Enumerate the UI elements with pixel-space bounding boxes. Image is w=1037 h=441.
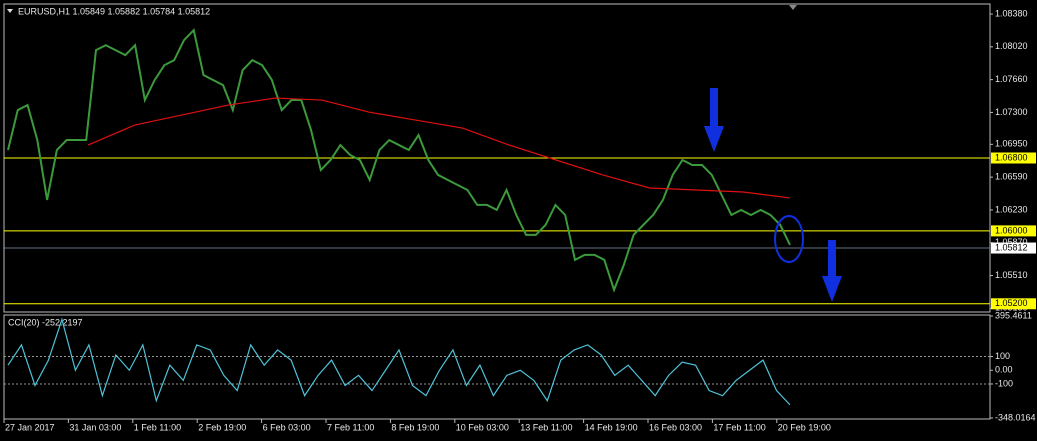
- cci-title: CCI(20) -252.2197: [8, 317, 83, 327]
- level-label: 1.06000: [995, 225, 1028, 235]
- menu-triangle: [7, 9, 13, 13]
- x-tick-label: 8 Feb 19:00: [391, 422, 439, 432]
- x-tick-label: 10 Feb 03:00: [456, 422, 509, 432]
- x-tick-label: 20 Feb 19:00: [778, 422, 831, 432]
- y-tick-label: 100: [995, 351, 1010, 361]
- x-tick-label: 27 Jan 2017: [5, 422, 55, 432]
- series-line: [7, 317, 791, 406]
- level-label-bg: [991, 298, 1036, 310]
- last-price-bg: [991, 242, 1036, 254]
- plot: 1.08380 1.08020 1.07660 1.07300 1.06950 1.065…: [3, 8, 1036, 432]
- series-line: [87, 97, 791, 199]
- y-tick-label: 1.07300: [995, 107, 1028, 117]
- annotations: [704, 88, 842, 302]
- shift-marker: [789, 5, 797, 10]
- y-tick-label: -348.0164: [995, 412, 1036, 422]
- y-tick-label: 1.05870: [995, 237, 1028, 247]
- x-tick-label: 7 Feb 11:00: [327, 422, 374, 432]
- level-label: 1.05200: [995, 298, 1028, 308]
- y-tick-label: 1.05510: [995, 270, 1028, 280]
- x-tick-label: 16 Feb 03:00: [649, 422, 702, 432]
- y-tick-label: 1.06950: [995, 139, 1028, 149]
- y-tick-label: 1.06230: [995, 204, 1028, 214]
- chart-title: EURUSD,H1 1.05849 1.05882 1.05784 1.0581…: [18, 6, 210, 16]
- last-price-label: 1.05812: [995, 242, 1028, 252]
- x-tick-label: 31 Jan 03:00: [69, 422, 121, 432]
- y-tick-label: -100: [995, 378, 1013, 388]
- y-tick-label: 1.06590: [995, 172, 1028, 182]
- x-tick-label: 2 Feb 19:00: [198, 422, 246, 432]
- level-label-bg: [991, 225, 1036, 237]
- y-tick-label: 1.08380: [995, 8, 1028, 18]
- level-label: 1.06800: [995, 152, 1028, 162]
- x-tick-label: 6 Feb 03:00: [263, 422, 311, 432]
- y-tick-label: 395.4611: [995, 310, 1032, 320]
- y-tick-label: 0.00: [995, 365, 1013, 375]
- cci-panel: [3, 314, 991, 420]
- y-tick-label: 1.07660: [995, 74, 1028, 84]
- level-label-bg: [991, 152, 1036, 164]
- arrow-head: [822, 276, 842, 302]
- x-tick-label: 14 Feb 19:00: [585, 422, 638, 432]
- x-tick-label: 1 Feb 11:00: [134, 422, 181, 432]
- highlight-circle: [774, 215, 804, 263]
- series-line: [7, 28, 791, 293]
- x-tick-label: 13 Feb 11:00: [520, 422, 572, 432]
- y-tick-label: 1.08020: [995, 41, 1028, 51]
- x-tick-label: 17 Feb 11:00: [713, 422, 765, 432]
- arrow-head: [704, 126, 724, 152]
